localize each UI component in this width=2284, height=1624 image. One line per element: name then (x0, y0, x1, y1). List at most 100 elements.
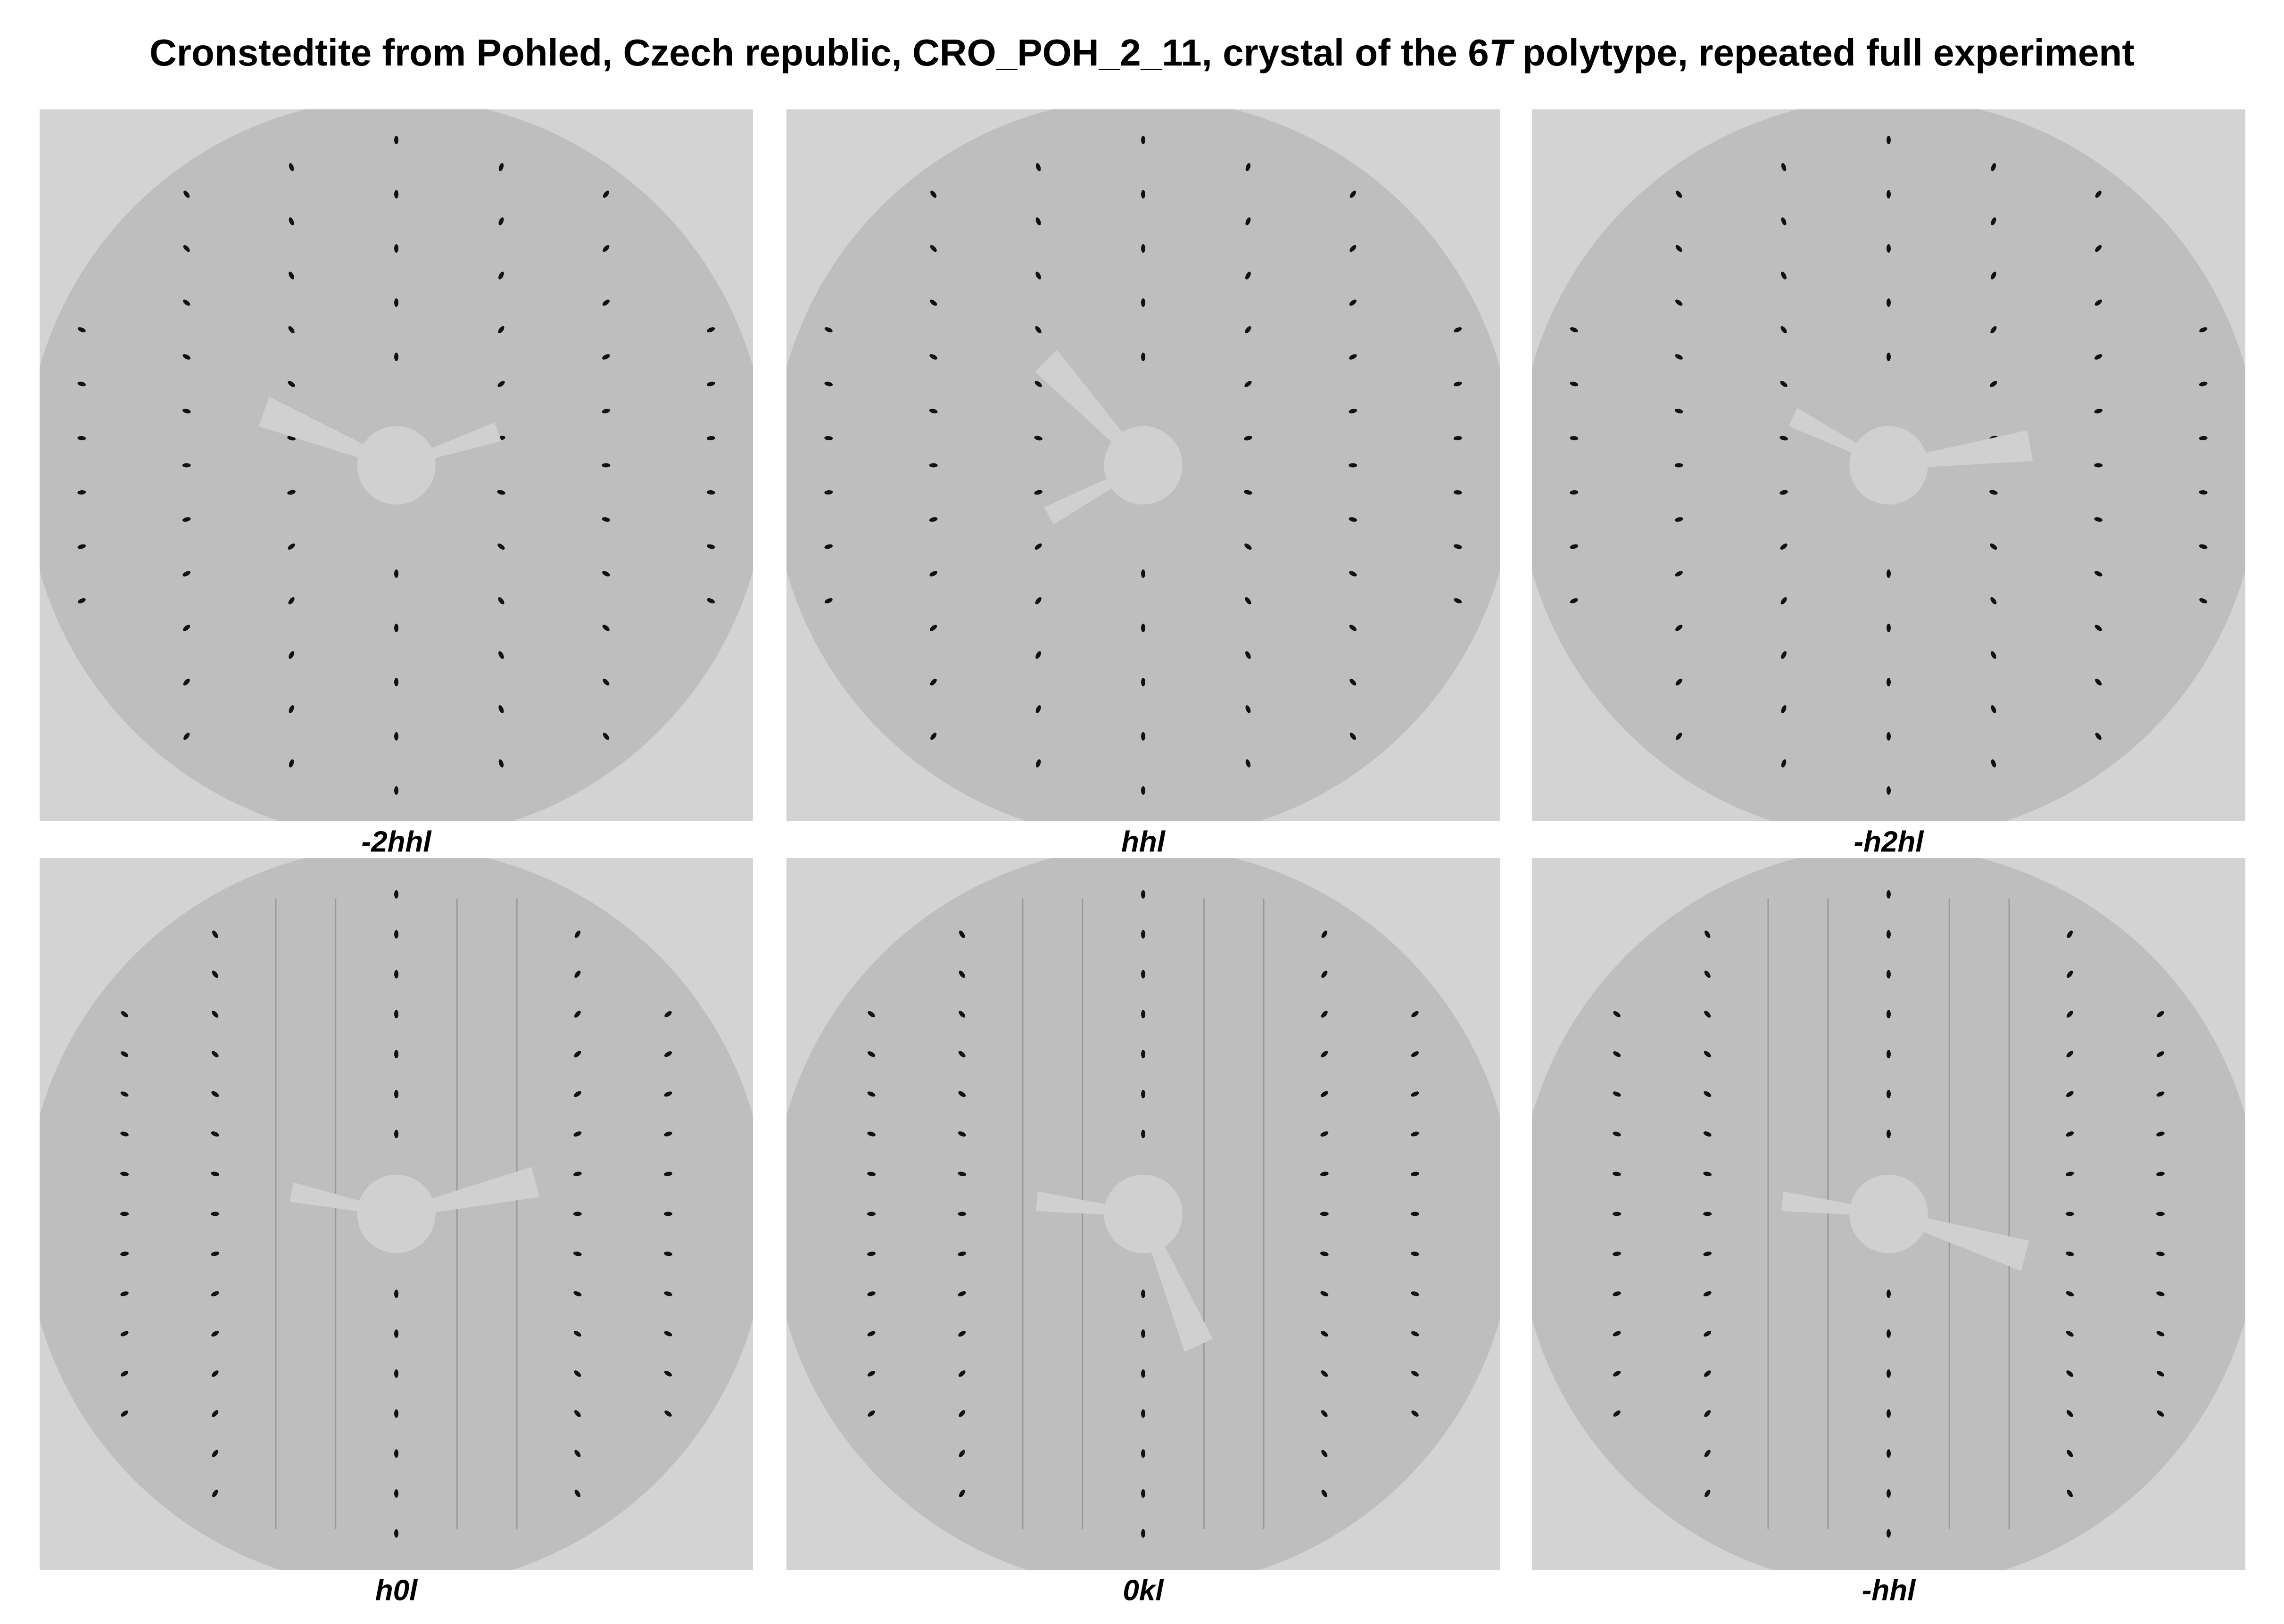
reflection-spot (1321, 1051, 1328, 1057)
reflection-spot (120, 1331, 129, 1336)
reflection-spot (1887, 786, 1891, 795)
reflection-spot (1990, 326, 1997, 334)
detector-area (786, 109, 1500, 821)
reflection-spot (929, 571, 937, 577)
reflection-spot (498, 597, 505, 605)
reflection-spot (1887, 1010, 1891, 1019)
reflection-spot (1453, 436, 1462, 441)
reflection-spot (663, 1212, 672, 1216)
reflection-spot (1034, 490, 1043, 495)
reflection-spot (498, 651, 504, 659)
reflection-spot (824, 381, 833, 387)
reflection-spot (824, 327, 833, 332)
reflection-spot (2066, 1011, 2073, 1018)
reflection-spot (958, 1212, 967, 1216)
reflection-spot (1411, 1051, 1419, 1057)
reflection-spot (1410, 1212, 1419, 1216)
diffraction-panel (786, 109, 1500, 821)
reflection-spot (824, 436, 833, 441)
reflection-spot (1613, 1370, 1621, 1377)
reflection-spot (289, 272, 294, 280)
reflection-spot (1781, 272, 1787, 280)
reflection-spot (1320, 1091, 1328, 1097)
reflection-spot (602, 299, 610, 306)
reflection-spot (1245, 163, 1251, 172)
reflection-spot (394, 1369, 398, 1378)
reflection-spot (603, 245, 610, 252)
reflection-spot (182, 463, 191, 468)
reflection-spot (1320, 1171, 1329, 1177)
reflection-spot (77, 490, 86, 495)
reflection-spot (182, 354, 190, 360)
reflection-spot (1780, 543, 1787, 550)
reflection-spot (1990, 380, 1997, 387)
reflection-spot (2199, 544, 2208, 549)
reflection-spot (288, 326, 295, 334)
reflection-spot (1570, 544, 1579, 549)
reflection-spot (2156, 1291, 2165, 1296)
reflection-spot (603, 190, 609, 198)
reflection-spot (2066, 1091, 2074, 1097)
reflection-spot (1674, 409, 1683, 413)
reflection-spot (77, 598, 86, 603)
reflection-spot (573, 1091, 581, 1097)
reflection-spot (706, 436, 715, 441)
reflection-spot (1349, 409, 1357, 413)
reflection-spot (958, 1091, 966, 1097)
reflection-spot (1674, 517, 1683, 522)
reflection-spot (1613, 1011, 1621, 1017)
reflection-spot (867, 1331, 876, 1336)
reflection-spot (1349, 299, 1357, 306)
reflection-spot (394, 1489, 398, 1498)
reflection-spot (2156, 1091, 2165, 1097)
reflection-spot (1321, 1450, 1328, 1458)
reflection-spot (574, 1450, 581, 1458)
reflection-spot (120, 1091, 129, 1097)
reflection-spot (1035, 759, 1041, 768)
reflection-spot (182, 571, 190, 577)
reflection-spot (497, 490, 505, 495)
reflection-spot (929, 354, 937, 360)
reflection-spot (930, 190, 937, 198)
reflection-spot (867, 1131, 876, 1137)
reflection-spot (120, 1212, 129, 1216)
beamstop (1104, 426, 1183, 505)
reflection-spot (1035, 705, 1041, 713)
reflection-spot (77, 544, 86, 549)
reflection-spot (498, 163, 504, 172)
reflection-spot (1141, 890, 1145, 899)
reflection-spot (1411, 1091, 1419, 1097)
reflection-spot (1887, 1369, 1891, 1378)
reflection-spot (212, 930, 218, 938)
reflection-spot (1704, 1091, 1712, 1097)
reflection-spot (958, 1251, 967, 1256)
reflection-spot (1570, 327, 1578, 332)
reflection-spot (958, 1291, 966, 1296)
reflection-spot (1349, 463, 1357, 468)
reflection-spot (1141, 1409, 1145, 1418)
reflection-spot (1887, 1329, 1891, 1338)
reflection-spot (120, 1171, 129, 1176)
reflection-spot (602, 409, 611, 413)
reflection-spot (1411, 1252, 1419, 1256)
reflection-spot (211, 1212, 220, 1216)
reflection-spot (2156, 1131, 2165, 1137)
reflection-spot (1244, 490, 1252, 495)
reflection-spot (2095, 678, 2102, 686)
reflection-spot (1989, 490, 1998, 495)
reflection-spot (1704, 970, 1711, 978)
reflection-spot (2156, 1331, 2165, 1336)
reflection-spot (1411, 1410, 1419, 1417)
reflection-spot (120, 1370, 129, 1377)
reflection-spot (1245, 597, 1251, 605)
reflection-spot (1411, 1331, 1419, 1336)
reflection-spot (1613, 1291, 1621, 1296)
reflection-spot (930, 678, 937, 686)
reflection-spot (1704, 1330, 1712, 1337)
reflection-spot (2157, 1410, 2164, 1417)
reflection-spot (1676, 190, 1682, 198)
reflection-spot (120, 1131, 129, 1137)
reflection-spot (2066, 1291, 2074, 1296)
reflection-spot (2095, 190, 2102, 198)
reflection-spot (2094, 409, 2103, 413)
